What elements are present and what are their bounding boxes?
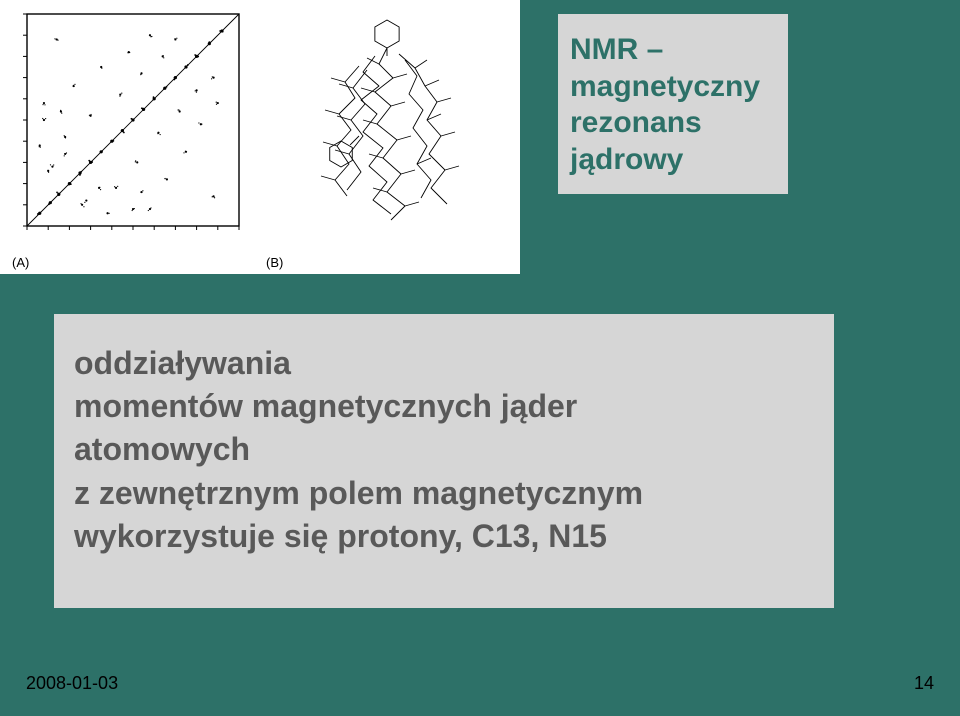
title-line-2: magnetyczny bbox=[570, 69, 776, 106]
body-line-2: momentów magnetycznych jąder bbox=[74, 385, 814, 428]
footer-page-number: 14 bbox=[914, 673, 934, 694]
title-line-1: NMR – bbox=[570, 32, 776, 69]
panel-b-label: (B) bbox=[266, 255, 283, 270]
body-line-4: z zewnętrznym polem magnetycznym bbox=[74, 472, 814, 515]
panel-a-label: (A) bbox=[12, 255, 29, 270]
protein-structure bbox=[267, 6, 507, 246]
figure-container: (A) (B) bbox=[0, 0, 520, 274]
body-line-5: wykorzystuje się protony, C13, N15 bbox=[74, 515, 814, 558]
title-line-3: rezonans jądrowy bbox=[570, 105, 776, 178]
nmr-2d-spectrum bbox=[13, 6, 253, 246]
body-line-3: atomowych bbox=[74, 428, 814, 471]
title-box: NMR – magnetyczny rezonans jądrowy bbox=[558, 14, 788, 194]
figure-panel-a: (A) bbox=[6, 6, 260, 252]
figure-panel-b: (B) bbox=[260, 6, 514, 252]
body-box: oddziaływania momentów magnetycznych jąd… bbox=[54, 314, 834, 608]
body-line-1: oddziaływania bbox=[74, 342, 814, 385]
footer-date: 2008-01-03 bbox=[26, 673, 118, 694]
